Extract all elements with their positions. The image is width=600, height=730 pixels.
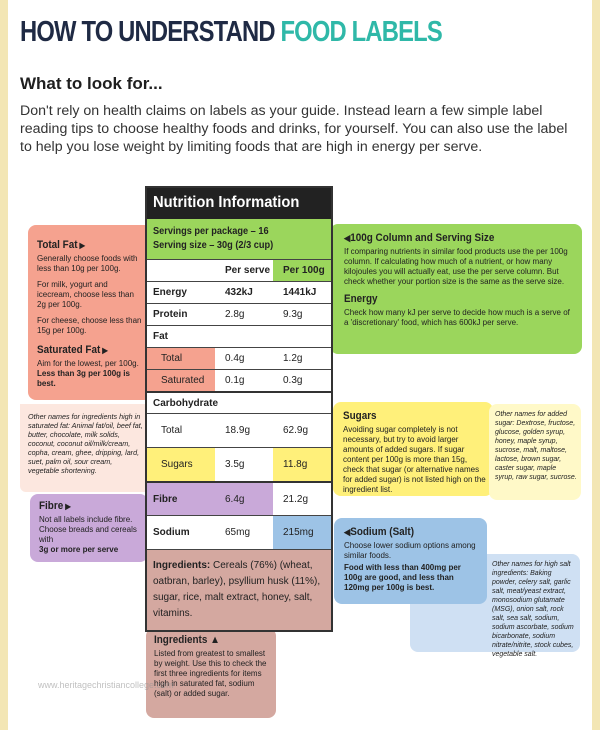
ingredients-callout: Ingredients ▲ Listed from greatest to sm… [146, 628, 276, 718]
nutrient-label: Sodium [153, 527, 190, 538]
column-serving-text: If comparing nutrients in similar food p… [344, 247, 568, 286]
other-sugar-names-callout: Other names for added sugar: Dextrose, f… [489, 404, 581, 500]
sodium-tip-bold: Food with less than 400mg per 100g are g… [344, 563, 461, 592]
per-100g-header: Per 100g [273, 260, 331, 281]
ingredients-label: Ingredients: [153, 560, 211, 571]
nutrient-row: Total 18.9g 62.9g [147, 413, 331, 447]
nutrient-row: Fat [147, 325, 331, 347]
nutrient-label: Carbohydrate [153, 397, 219, 409]
per-100g-value: 1.2g [283, 353, 303, 364]
nutrient-label: Sugars [147, 448, 215, 481]
total-fat-tip-1: Generally choose foods with less than 10… [37, 254, 138, 273]
serving-info: Servings per package – 16 Serving size –… [147, 219, 331, 259]
per-serve-value: 65mg [225, 527, 251, 538]
nutrient-row: Energy 432kJ 1441kJ [147, 281, 331, 303]
nutrient-row: Carbohydrate [147, 391, 331, 413]
ingredients-text: Cereals (76%) (wheat, oatbran, barley), … [153, 560, 321, 619]
sodium-title: Sodium (Salt) [344, 526, 467, 538]
nutrition-panel: Nutrition Information Servings per packa… [145, 186, 333, 632]
per-serve-value: 18.9g [225, 425, 251, 436]
fibre-tip-bold: 3g or more per serve [39, 545, 119, 554]
column-headers: Per serve Per 100g [147, 259, 331, 281]
other-fat-names-callout: Other names for ingredients high in satu… [20, 404, 150, 492]
sugars-callout: Sugars Avoiding sugar completely is not … [333, 402, 493, 496]
energy-title: Energy [344, 293, 378, 305]
other-sugar-names-text: Other names for added sugar: Dextrose, f… [495, 411, 577, 481]
page-title: HOW TO UNDERSTAND FOOD LABELS [20, 16, 443, 49]
other-salt-names-text: Other names for high salt ingredients: B… [492, 561, 574, 658]
column-serving-title: 100g Column and Serving Size [344, 232, 551, 244]
total-fat-tip-2: For milk, yogurt and icecream, choose le… [37, 280, 134, 309]
per-100g-value: 21.2g [283, 493, 309, 505]
nutrient-label: Energy [153, 287, 187, 298]
ingredients-callout-text: Listed from greatest to smallest by weig… [154, 649, 267, 698]
watermark: www.heritagechristiancollege.com [38, 680, 174, 690]
saturated-fat-tip-2: Less than 3g per 100g is best. [37, 369, 130, 388]
sugars-text: Avoiding sugar completely is not necessa… [343, 425, 486, 494]
total-fat-callout: Total Fat Generally choose foods with le… [28, 225, 152, 400]
nutrient-row: Protein 2.8g 9.3g [147, 303, 331, 325]
per-100g-value: 62.9g [283, 425, 309, 436]
saturated-fat-tip-1: Aim for the lowest, per 100g. [37, 359, 139, 368]
intro-paragraph: Don't rely on health claims on labels as… [20, 103, 568, 155]
other-fat-names-text: Other names for ingredients high in satu… [28, 412, 143, 475]
per-serve-value: 0.1g [225, 375, 245, 386]
per-100g-value: 11.8g [273, 448, 331, 481]
per-serve-value: 3.5g [225, 459, 245, 470]
fibre-tip: Not all labels include fibre. Choose bre… [39, 515, 137, 544]
per-100g-value: 0.3g [283, 375, 303, 386]
nutrient-row: Saturated 0.1g 0.3g [147, 369, 331, 391]
per-serve-value: 432kJ [225, 287, 253, 298]
fibre-title: Fibre [39, 500, 132, 512]
total-fat-title: Total Fat [37, 239, 133, 251]
serving-size: Serving size – 30g (2/3 cup) [153, 240, 274, 251]
title-part-2: FOOD LABELS [280, 16, 442, 48]
title-part-1: HOW TO UNDERSTAND [20, 16, 281, 48]
saturated-fat-title: Saturated Fat [37, 344, 133, 356]
ingredients-row: Ingredients: Cereals (76%) (wheat, oatbr… [147, 549, 331, 630]
per-100g-value: 1441kJ [283, 287, 317, 298]
sodium-callout: Sodium (Salt) Choose lower sodium option… [334, 518, 487, 604]
sugars-title: Sugars [343, 410, 377, 422]
nutrient-row: Total 0.4g 1.2g [147, 347, 331, 369]
nutrient-label: Total [161, 425, 183, 436]
nutrient-label: Protein [153, 309, 188, 320]
nutrient-label: Fat [153, 331, 168, 342]
subheading: What to look for... [20, 74, 163, 93]
nutrient-row: Sugars 3.5g 11.8g [147, 447, 331, 481]
per-serve-value: 2.8g [225, 309, 245, 320]
ingredients-callout-title: Ingredients ▲ [154, 634, 220, 646]
per-serve-header: Per serve [225, 265, 271, 276]
sodium-tip: Choose lower sodium options among simila… [344, 541, 476, 560]
column-serving-callout: 100g Column and Serving Size If comparin… [330, 224, 582, 354]
nutrition-panel-title: Nutrition Information [147, 188, 331, 219]
nutrient-row: Fibre 6.4g 21.2g [147, 481, 331, 515]
nutrient-row: Sodium 65mg 215mg [147, 515, 331, 549]
nutrient-label: Fibre [147, 483, 215, 515]
nutrient-label: Total [147, 348, 215, 369]
per-serve-value: 0.4g [225, 353, 245, 364]
nutrient-label: Saturated [147, 370, 215, 391]
per-100g-value: 9.3g [283, 309, 303, 320]
per-serve-value: 6.4g [215, 483, 273, 515]
per-100g-value: 215mg [273, 516, 331, 549]
fibre-callout: Fibre Not all labels include fibre. Choo… [30, 494, 148, 562]
total-fat-tip-3: For cheese, choose less than 15g per 100… [37, 316, 142, 335]
energy-text: Check how many kJ per serve to decide ho… [344, 308, 570, 327]
servings-per-package: Servings per package – 16 [153, 226, 269, 237]
